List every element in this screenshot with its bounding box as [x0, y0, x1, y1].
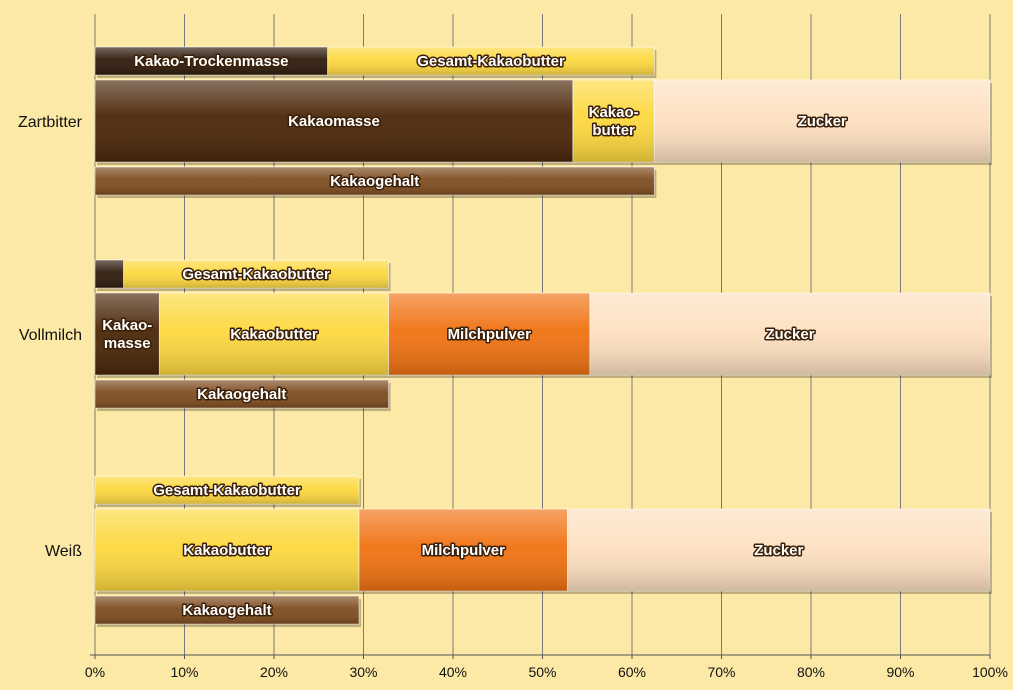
category-label: Weiß	[45, 543, 82, 560]
bar-label: Gesamt-Kakaobutter	[182, 266, 330, 283]
x-tick-label: 30%	[349, 664, 377, 680]
bar-label: Kakao-butter	[589, 104, 639, 139]
bar-gloss	[654, 80, 990, 162]
bar-gloss	[95, 260, 124, 288]
bar-segment-top: Gesamt-Kakaobutter	[94, 475, 362, 507]
x-tick-label: 90%	[886, 664, 914, 680]
bar-label: Kakaogehalt	[182, 602, 271, 619]
bar-label: Gesamt-Kakaobutter	[153, 482, 301, 499]
bar-segment-bottom: Kakaogehalt	[94, 595, 362, 627]
bar-segment-bottom: Kakaogehalt	[94, 166, 657, 198]
bar-segment-main: Kakao-masse	[94, 292, 162, 378]
bar-label: Kakaogehalt	[330, 173, 419, 190]
category-label: Zartbitter	[18, 114, 83, 131]
bar-label: Milchpulver	[448, 326, 532, 343]
x-tick-label: 80%	[797, 664, 825, 680]
bar-segment-main: Zucker	[589, 292, 992, 378]
bar-label: Zucker	[765, 326, 814, 343]
bar-gloss	[388, 293, 590, 375]
bar-label: Zucker	[754, 542, 803, 559]
bars: Kakao-Trockenmasse Gesamt-Kakaobutter Kaka…	[94, 46, 992, 627]
x-tick-label: 100%	[972, 664, 1008, 680]
bar-segment-main: Milchpulver	[388, 292, 592, 378]
bar-gloss	[359, 509, 568, 591]
bar-gloss	[567, 509, 990, 591]
bar-segment-main: Zucker	[653, 79, 992, 165]
x-tick-label: 70%	[707, 664, 735, 680]
bar-gloss	[95, 167, 655, 195]
x-tick-label: 20%	[260, 664, 288, 680]
bar-gloss	[327, 47, 655, 75]
category-label: Vollmilch	[19, 327, 82, 344]
bar-gloss	[159, 293, 389, 375]
bar-segment-main: Kakao-butter	[572, 79, 657, 165]
bar-gloss	[95, 293, 160, 375]
bar-label: Kakaobutter	[230, 326, 318, 343]
bar-gloss	[95, 47, 328, 75]
bar-label: Zucker	[798, 113, 847, 130]
bar-label: Kakaogehalt	[197, 386, 286, 403]
bar-gloss	[589, 293, 990, 375]
bar-segment-top: Gesamt-Kakaobutter	[327, 46, 657, 78]
x-tick-label: 50%	[528, 664, 556, 680]
bar-segment-top: Gesamt-Kakaobutter	[123, 259, 391, 291]
bar-segment-main: Zucker	[567, 508, 992, 594]
bar-segment-main: Kakaomasse	[94, 79, 575, 165]
bar-gloss	[123, 260, 389, 288]
x-tick-label: 0%	[85, 664, 105, 680]
x-tick-labels: 0% 10% 20% 30% 40% 50% 60% 70% 80% 90% 100%	[85, 655, 1008, 680]
bar-segment-top: Kakao-Trockenmasse	[94, 46, 330, 78]
bar-gloss	[95, 80, 573, 162]
bar-gloss	[95, 509, 360, 591]
bar-label: Kakaomasse	[288, 113, 380, 130]
bar-segment-main: Kakaobutter	[158, 292, 391, 378]
bar-gloss	[572, 80, 655, 162]
bar-label: Milchpulver	[422, 542, 506, 559]
x-tick-label: 60%	[618, 664, 646, 680]
x-tick-label: 10%	[170, 664, 198, 680]
bar-segment-bottom: Kakaogehalt	[94, 379, 391, 411]
bar-label: Kakao-masse	[102, 317, 152, 352]
bar-label: Kakaobutter	[183, 542, 271, 559]
bar-gloss	[95, 380, 389, 408]
category-labels: Zartbitter Vollmilch Weiß	[18, 114, 83, 560]
bar-segment-main: Kakaobutter	[94, 508, 362, 594]
x-tick-label: 40%	[439, 664, 467, 680]
bar-label: Gesamt-Kakaobutter	[417, 53, 565, 70]
bar-gloss	[95, 596, 360, 624]
bar-gloss	[95, 476, 360, 504]
bar-segment-main: Milchpulver	[358, 508, 570, 594]
bar-label: Kakao-Trockenmasse	[134, 53, 288, 70]
bar-segment-top	[94, 259, 126, 291]
